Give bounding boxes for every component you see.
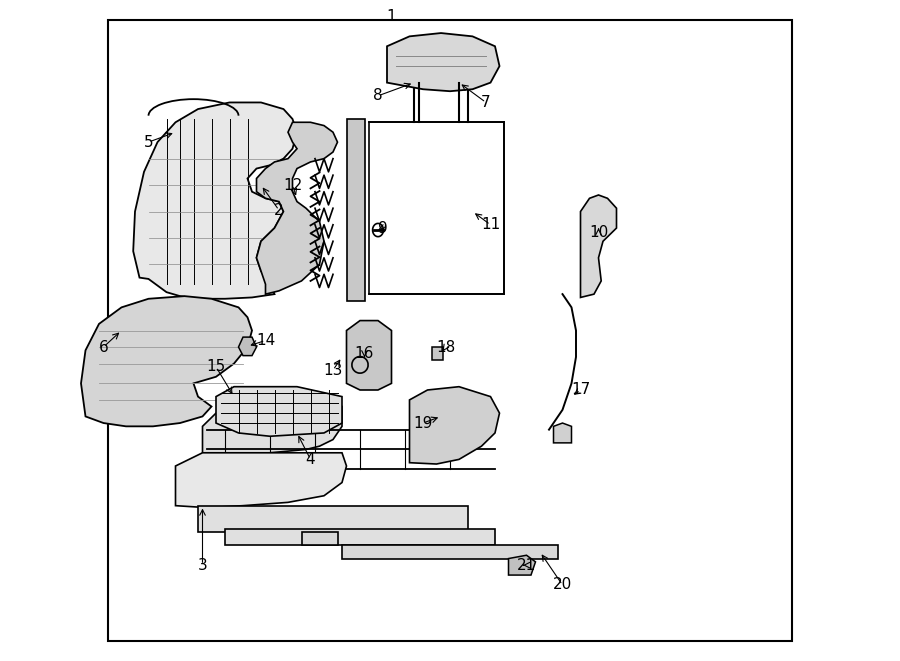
Text: 19: 19 (413, 416, 433, 430)
Text: 8: 8 (374, 89, 382, 103)
Polygon shape (346, 321, 392, 390)
Text: 3: 3 (198, 558, 207, 572)
Polygon shape (554, 423, 572, 443)
Polygon shape (81, 296, 252, 426)
Polygon shape (216, 387, 342, 436)
Polygon shape (346, 119, 364, 301)
Text: 9: 9 (378, 221, 387, 235)
Polygon shape (198, 506, 468, 532)
Polygon shape (225, 529, 495, 545)
Text: 18: 18 (436, 340, 455, 354)
Polygon shape (133, 102, 297, 299)
Text: 6: 6 (99, 340, 108, 354)
Polygon shape (256, 122, 338, 294)
Text: 14: 14 (256, 333, 275, 348)
Bar (108, 20, 792, 641)
Polygon shape (580, 195, 616, 297)
Polygon shape (432, 347, 443, 360)
Text: 5: 5 (144, 135, 153, 149)
Polygon shape (342, 545, 558, 559)
Text: 11: 11 (481, 217, 500, 232)
Text: 4: 4 (306, 452, 315, 467)
Text: 13: 13 (323, 363, 343, 377)
Polygon shape (508, 555, 536, 575)
Polygon shape (176, 453, 346, 508)
Text: 20: 20 (553, 578, 572, 592)
Text: 7: 7 (482, 95, 490, 110)
Polygon shape (410, 387, 500, 464)
Polygon shape (369, 122, 504, 294)
Text: 2: 2 (274, 203, 284, 217)
Text: 1: 1 (387, 9, 396, 24)
Text: 10: 10 (589, 225, 608, 240)
Text: 17: 17 (571, 383, 590, 397)
Polygon shape (302, 532, 338, 545)
Text: 21: 21 (517, 558, 536, 572)
Text: 16: 16 (355, 346, 374, 361)
Polygon shape (238, 337, 256, 356)
Text: 12: 12 (283, 178, 302, 192)
Polygon shape (387, 33, 500, 91)
Polygon shape (202, 407, 342, 463)
Text: 15: 15 (206, 360, 226, 374)
